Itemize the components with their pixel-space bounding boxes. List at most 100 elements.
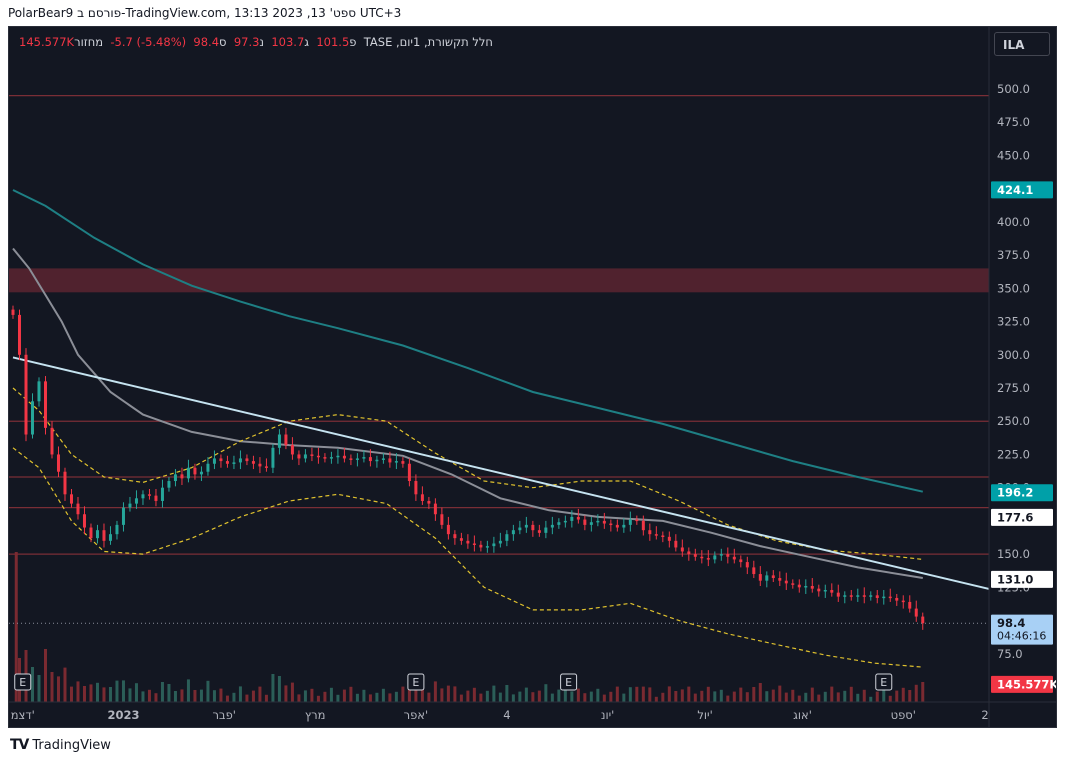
candle-body bbox=[362, 457, 366, 459]
volume-bar bbox=[160, 682, 164, 702]
candle-body bbox=[908, 601, 912, 609]
price-chart[interactable]: EEEE500.0475.0450.0425.0400.0375.0350.03… bbox=[9, 27, 1057, 728]
candle-body bbox=[765, 575, 769, 581]
candle-body bbox=[11, 309, 15, 315]
volume-bar bbox=[596, 688, 600, 702]
candle-body bbox=[440, 514, 444, 525]
candle-body bbox=[349, 458, 353, 460]
volume-bar bbox=[258, 686, 262, 702]
candle-body bbox=[745, 562, 749, 568]
candle-body bbox=[466, 540, 470, 544]
symbol-button[interactable]: ILA bbox=[994, 32, 1050, 56]
candle-body bbox=[225, 461, 229, 464]
volume-bar bbox=[225, 695, 229, 702]
x-tick-label: 2023 bbox=[107, 708, 139, 722]
volume-bar bbox=[375, 692, 379, 702]
volume-bar bbox=[310, 688, 314, 702]
moving-average-long-line bbox=[12, 189, 924, 493]
candle-body bbox=[121, 507, 125, 525]
candle-body bbox=[368, 457, 372, 462]
candle-body bbox=[713, 555, 717, 560]
y-tick-label: 75.0 bbox=[997, 647, 1023, 661]
candle-body bbox=[37, 381, 41, 402]
volume-bar bbox=[43, 649, 47, 702]
price-axis-tag-label: 177.6 bbox=[997, 510, 1033, 524]
volume-bar bbox=[167, 684, 171, 702]
volume-bar bbox=[576, 688, 580, 702]
candle-body bbox=[674, 540, 678, 548]
volume-bar bbox=[908, 690, 912, 702]
volume-bar bbox=[778, 685, 782, 702]
volume-bar bbox=[797, 695, 801, 702]
candle-body bbox=[232, 462, 236, 464]
volume-bar bbox=[323, 691, 327, 702]
candle-body bbox=[849, 595, 853, 597]
earnings-marker-box bbox=[560, 673, 578, 691]
volume-bar bbox=[888, 695, 892, 702]
earnings-marker-box bbox=[407, 673, 425, 691]
volume-bar bbox=[667, 686, 671, 702]
candle-body bbox=[355, 458, 359, 460]
candle-body bbox=[875, 595, 879, 598]
candle-body bbox=[511, 530, 515, 535]
legend-high-label: ג bbox=[304, 35, 310, 49]
candle-body bbox=[414, 481, 418, 495]
volume-bar bbox=[193, 690, 197, 702]
volume-bar bbox=[147, 689, 151, 702]
earnings-marker: E bbox=[14, 673, 32, 691]
volume-bar bbox=[303, 690, 307, 702]
candle-body bbox=[433, 503, 437, 515]
candle-body bbox=[258, 463, 262, 467]
volume-bar bbox=[479, 693, 483, 702]
volume-bar bbox=[817, 694, 821, 702]
candle-body bbox=[622, 524, 626, 528]
x-tick-label: 2 bbox=[981, 708, 988, 722]
moving-average-short-line bbox=[12, 247, 923, 579]
countdown-label: 04:46:16 bbox=[997, 630, 1046, 643]
y-tick-label: 325.0 bbox=[997, 315, 1030, 329]
volume-bar bbox=[50, 672, 54, 702]
candle-body bbox=[167, 481, 171, 488]
candle-body bbox=[154, 495, 158, 501]
chart-title: PolarBear9 פורסם ב-TradingView.com, 13:1… bbox=[8, 6, 402, 20]
volume-bar bbox=[771, 689, 775, 702]
volume-bar bbox=[609, 691, 613, 702]
candle-body bbox=[381, 458, 385, 460]
trendline bbox=[12, 356, 990, 590]
volume-bar bbox=[531, 692, 535, 702]
candle-body bbox=[485, 546, 489, 548]
candle-body bbox=[459, 538, 463, 541]
volume-bar bbox=[141, 691, 145, 702]
candle-body bbox=[284, 434, 288, 446]
earnings-marker-box bbox=[875, 673, 893, 691]
volume-bar bbox=[290, 682, 294, 702]
volume-bar bbox=[440, 688, 444, 702]
volume-bar bbox=[134, 683, 138, 702]
volume-bar bbox=[804, 692, 808, 702]
volume-bar bbox=[895, 690, 899, 702]
volume-bar bbox=[693, 693, 697, 702]
volume-bar bbox=[719, 689, 723, 702]
volume-bar bbox=[856, 693, 860, 702]
volume-bar bbox=[921, 682, 925, 702]
candle-body bbox=[680, 547, 684, 552]
candle-body bbox=[186, 467, 190, 479]
candle-body bbox=[563, 520, 567, 523]
legend-close: 98.4 bbox=[193, 35, 220, 49]
volume-bar bbox=[615, 686, 619, 702]
footer-brand: TradingView bbox=[32, 737, 111, 753]
volume-bar bbox=[102, 687, 106, 702]
x-tick-label: דצמ' bbox=[11, 708, 35, 722]
volume-bar bbox=[264, 694, 268, 702]
candle-body bbox=[336, 455, 340, 458]
candle-body bbox=[778, 578, 782, 581]
candle-body bbox=[407, 463, 411, 482]
price-axis-tag-label: 131.0 bbox=[997, 572, 1033, 586]
candle-body bbox=[89, 527, 93, 539]
candle-body bbox=[583, 519, 587, 525]
y-tick-label: 475.0 bbox=[997, 115, 1030, 129]
y-tick-label: 400.0 bbox=[997, 215, 1030, 229]
candle-body bbox=[401, 461, 405, 464]
volume-bar bbox=[589, 691, 593, 702]
chart-panel[interactable]: EEEE500.0475.0450.0425.0400.0375.0350.03… bbox=[8, 26, 1057, 728]
